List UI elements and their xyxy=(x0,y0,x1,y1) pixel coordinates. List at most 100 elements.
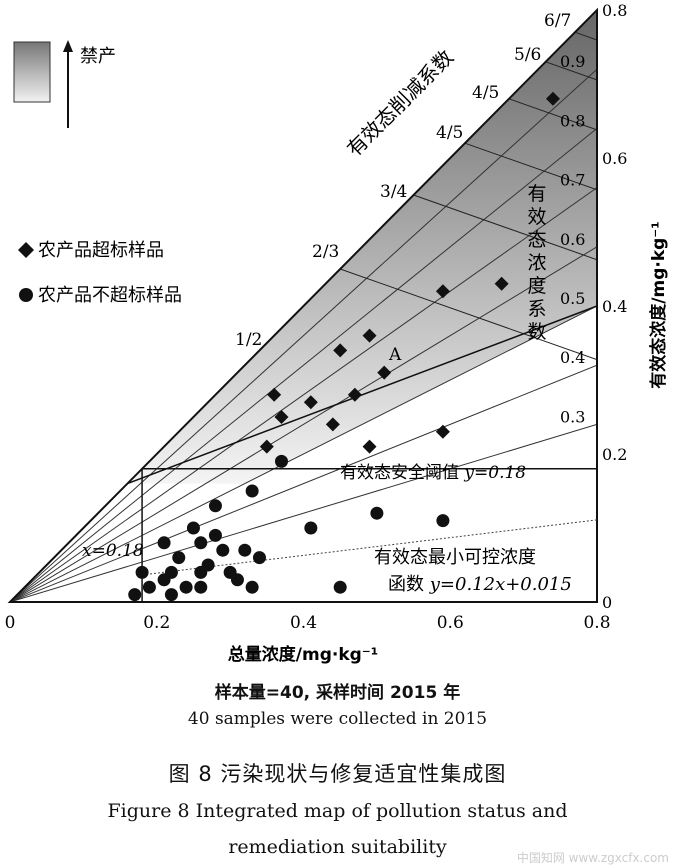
point-circle xyxy=(172,551,186,565)
coef-tick-label: 0.5 xyxy=(560,289,585,308)
control-function-line xyxy=(142,519,598,576)
coef-title-char: 有 xyxy=(527,183,546,205)
point-circle xyxy=(186,521,200,535)
coef-title-char: 态 xyxy=(527,229,546,251)
x-tick-label: 0.8 xyxy=(583,613,610,633)
x-tick-label: 0.2 xyxy=(143,613,170,633)
coef-line-5 xyxy=(10,128,597,602)
reduction-line-3 xyxy=(508,98,597,131)
point-circle xyxy=(135,565,149,579)
point-diamond xyxy=(347,387,362,402)
point-circle xyxy=(128,588,142,602)
control-function-label-2: 函数 y=0.12x+0.015 xyxy=(388,574,572,595)
point-circle xyxy=(370,506,384,520)
integrated-chart: 0 0.2 0.4 0.6 0.800.20.40.60.80.30.40.50.60.… xyxy=(5,1,669,665)
x-threshold-label: x=0.18 xyxy=(82,541,144,561)
coef-line-3 xyxy=(10,246,597,602)
point-a-label: A xyxy=(388,345,402,365)
reduction-line-5 xyxy=(574,31,597,41)
legend-circle-marker xyxy=(19,288,33,302)
diag-title: 有效态削减系数 xyxy=(342,45,458,161)
coef-line-4 xyxy=(10,187,597,602)
point-circle xyxy=(333,580,347,594)
fraction-label: 6/7 xyxy=(544,11,571,31)
coef-tick-label: 0.6 xyxy=(560,230,585,249)
triangle-frame xyxy=(7,7,598,603)
coef-line-6 xyxy=(10,68,597,602)
coef-tick-label: 0.8 xyxy=(560,111,585,130)
point-circle xyxy=(245,580,259,594)
point-diamond xyxy=(545,91,560,106)
point-circle xyxy=(208,528,222,542)
point-circle xyxy=(179,580,193,594)
x-tick-label: 0 xyxy=(5,613,16,633)
coef-line-1 xyxy=(10,364,597,602)
coef-line-2 xyxy=(10,305,597,602)
point-diamond xyxy=(259,439,274,454)
x-tick-label: 0.6 xyxy=(437,613,464,633)
coef-title-char: 数 xyxy=(527,321,546,343)
point-circle xyxy=(142,580,156,594)
point-circle xyxy=(245,484,259,498)
legend-color-bar-label: 禁产 xyxy=(80,46,116,67)
coef-tick-label: 0.9 xyxy=(560,52,585,71)
point-circle xyxy=(194,565,208,579)
figure-title-en-line1: Figure 8 Integrated map of pollution sta… xyxy=(107,800,568,822)
figure-title-en-line2: remediation suitability xyxy=(228,836,447,858)
safety-threshold-label: 有效态安全阈值 y=0.18 xyxy=(340,463,526,483)
point-circle xyxy=(164,588,178,602)
point-circle xyxy=(274,454,288,468)
legend-label: 农产品不超标样品 xyxy=(38,285,182,306)
point-circle xyxy=(194,536,208,550)
control-function-label-1: 有效态最小可控浓度 xyxy=(374,547,536,568)
reduction-line-4 xyxy=(545,61,597,81)
point-diamond xyxy=(435,424,450,439)
y-tick-label: 0 xyxy=(602,593,612,612)
coef-title-char: 系 xyxy=(527,298,546,320)
y-tick-label: 0.4 xyxy=(602,297,627,316)
coef-tick-label: 0.3 xyxy=(560,407,585,426)
coef-tick-label: 0.4 xyxy=(560,348,585,367)
point-diamond xyxy=(325,417,340,432)
coef-title-char: 效 xyxy=(527,206,546,228)
figure-title-cn: 图 8 污染现状与修复适宜性集成图 xyxy=(168,762,507,786)
legend-color-bar xyxy=(13,41,51,103)
point-diamond xyxy=(362,328,377,343)
point-circle xyxy=(252,551,266,565)
point-diamond xyxy=(267,387,282,402)
sample-caption: 样本量=40, 采样时间 2015 年 xyxy=(214,683,461,703)
reduction-line-2 xyxy=(464,142,597,191)
fraction-label: 4/5 xyxy=(436,123,463,143)
point-circle xyxy=(194,580,208,594)
y-axis-title: 有效态浓度/mg·kg⁻¹ xyxy=(648,221,669,388)
y-tick-label: 0.6 xyxy=(602,149,627,168)
point-diamond xyxy=(303,395,318,410)
half-boundary-line xyxy=(127,305,598,485)
legend-label: 农产品超标样品 xyxy=(38,240,164,261)
fraction-label: 1/2 xyxy=(235,330,262,350)
fraction-label: 3/4 xyxy=(380,182,407,202)
sample-caption-en: 40 samples were collected in 2015 xyxy=(187,709,488,729)
watermark: 中国知网 www.zgxcfx.com xyxy=(516,851,669,865)
coef-title-char: 度 xyxy=(527,275,546,297)
legend-diamond-marker xyxy=(18,242,34,258)
coef-title-char: 浓 xyxy=(527,252,546,274)
coef-tick-label: 0.7 xyxy=(560,171,585,190)
reduction-line-1 xyxy=(413,194,597,261)
y-tick-label: 0.8 xyxy=(602,1,627,20)
point-circle xyxy=(230,573,244,587)
point-circle xyxy=(208,499,222,513)
y-tick-label: 0.2 xyxy=(602,445,627,464)
x-tick-label: 0.4 xyxy=(290,613,317,633)
point-diamond xyxy=(377,365,392,380)
x-axis-title: 总量浓度/mg·kg⁻¹ xyxy=(228,644,378,665)
point-circle xyxy=(436,514,450,528)
point-circle xyxy=(216,543,230,557)
fraction-label: 4/5 xyxy=(472,83,499,103)
point-circle xyxy=(157,536,171,550)
coef-line-0 xyxy=(10,423,597,602)
point-diamond xyxy=(333,343,348,358)
legend-arrow-head xyxy=(63,40,73,52)
point-diamond xyxy=(435,284,450,299)
fraction-label: 5/6 xyxy=(514,45,541,65)
